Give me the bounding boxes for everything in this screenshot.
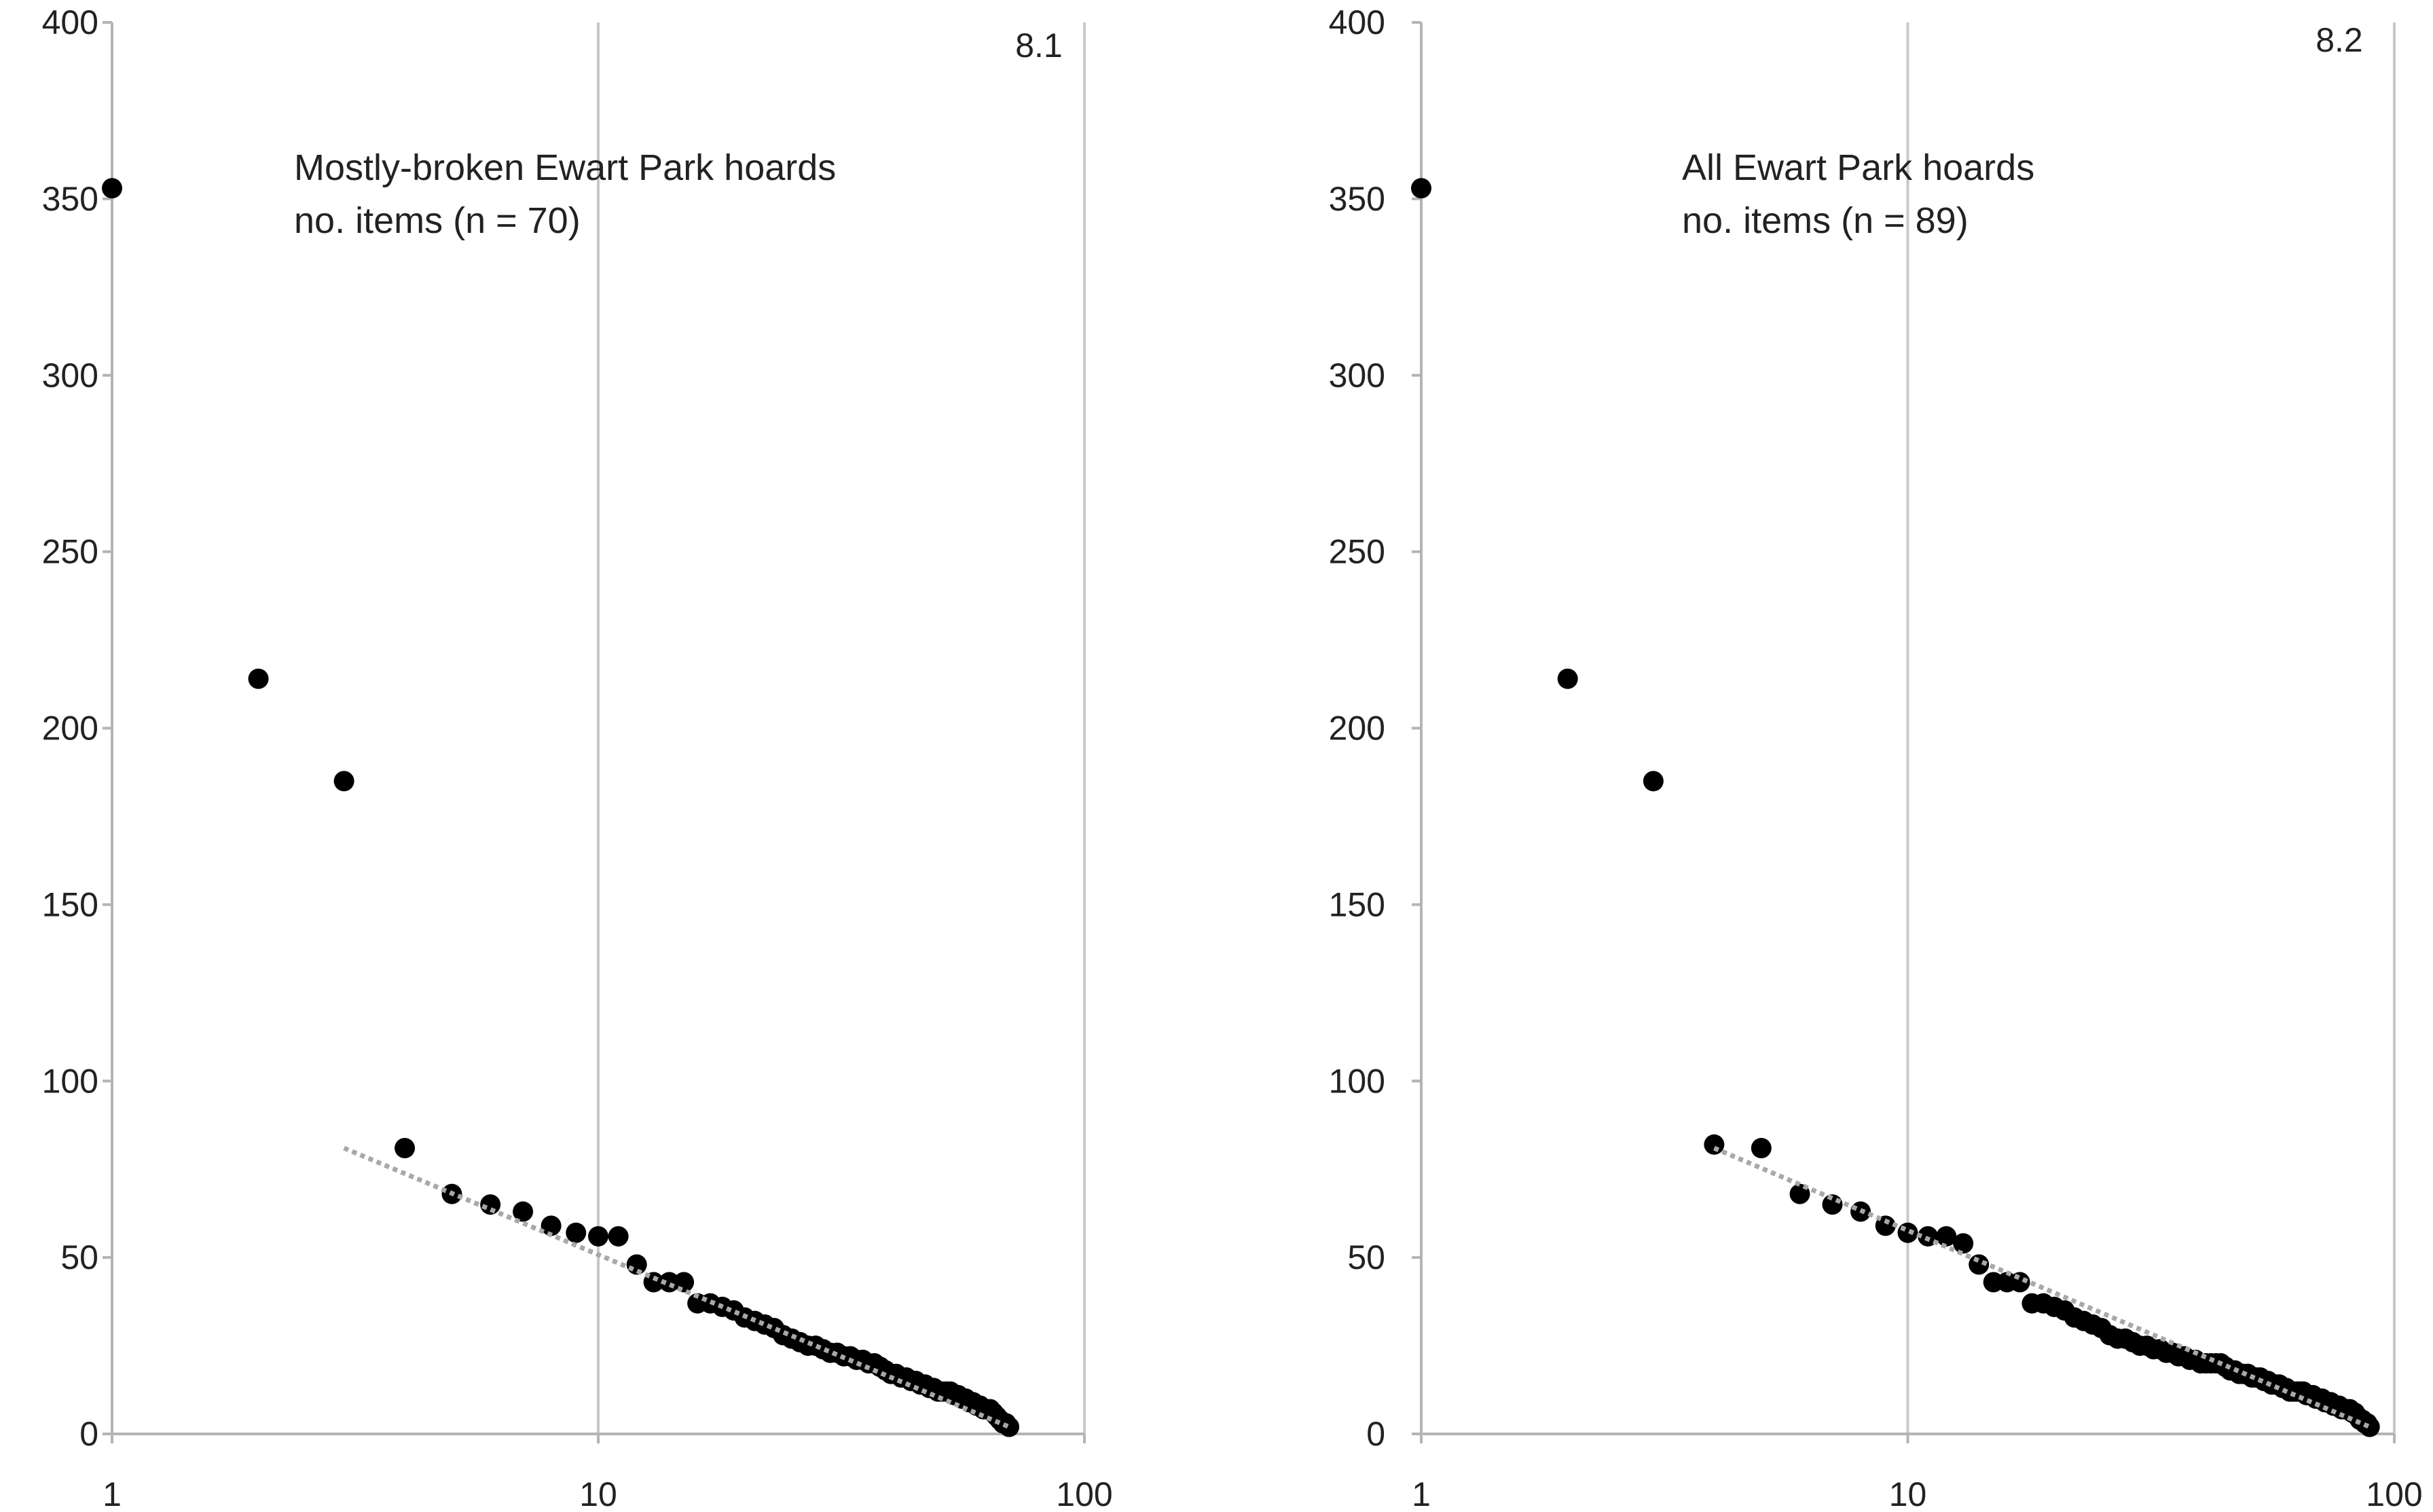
data-point bbox=[1897, 1222, 1918, 1243]
y-tick-label: 300 bbox=[1329, 356, 1385, 394]
data-point bbox=[513, 1201, 534, 1222]
data-point bbox=[1557, 668, 1578, 689]
y-tick-label: 0 bbox=[79, 1415, 98, 1453]
data-point bbox=[659, 1272, 680, 1293]
y-tick-label: 400 bbox=[42, 3, 98, 41]
y-tick-label: 100 bbox=[1329, 1062, 1385, 1100]
data-point bbox=[588, 1225, 608, 1247]
y-tick-label: 250 bbox=[1329, 533, 1385, 571]
y-tick-label: 0 bbox=[1366, 1415, 1385, 1453]
data-point bbox=[1751, 1138, 1772, 1159]
y-tick-label: 100 bbox=[42, 1062, 98, 1100]
y-tick-label: 350 bbox=[42, 180, 98, 218]
x-tick-label: 1 bbox=[1412, 1475, 1431, 1512]
y-tick-label: 50 bbox=[1347, 1238, 1385, 1276]
data-point bbox=[999, 1416, 1020, 1437]
panel-label: 8.2 bbox=[2316, 21, 2363, 59]
data-point bbox=[1918, 1225, 1939, 1247]
chart-panel-8.2: 0 50 100 150 200 250 300 350 400 1 10 100 8.2 All Ewa… bbox=[1329, 3, 2423, 1512]
data-point bbox=[674, 1272, 695, 1293]
data-point bbox=[1953, 1233, 1974, 1254]
x-tick-label: 10 bbox=[1889, 1475, 1927, 1512]
data-point bbox=[1643, 771, 1664, 792]
x-tick-label: 10 bbox=[579, 1475, 617, 1512]
data-point bbox=[608, 1225, 629, 1247]
y-tick-label: 400 bbox=[1329, 3, 1385, 41]
data-point bbox=[102, 178, 122, 199]
chart-panel-8.1: 0 50 100 150 200 250 300 350 400 1 10 100 8.1 Mostly-… bbox=[42, 3, 1113, 1512]
data-point bbox=[1875, 1215, 1896, 1236]
y-tick-label: 300 bbox=[42, 356, 98, 394]
y-tick-label: 200 bbox=[1329, 709, 1385, 748]
data-point bbox=[566, 1222, 587, 1243]
annotation-line: no. items (n = 89) bbox=[1682, 200, 1969, 241]
data-point bbox=[1411, 178, 1431, 199]
y-tick-label: 200 bbox=[42, 709, 98, 748]
data-point bbox=[1936, 1225, 1957, 1247]
annotation-line: no. items (n = 70) bbox=[294, 200, 581, 241]
annotation-line: All Ewart Park hoards bbox=[1682, 147, 2034, 188]
data-point bbox=[541, 1215, 562, 1236]
y-tick-label: 250 bbox=[42, 533, 98, 571]
data-point bbox=[1704, 1134, 1725, 1155]
data-point bbox=[2359, 1416, 2380, 1437]
data-point bbox=[248, 668, 269, 689]
y-tick-label: 350 bbox=[1329, 180, 1385, 218]
trendline bbox=[1713, 1145, 2371, 1429]
x-tick-label: 100 bbox=[1056, 1475, 1112, 1512]
y-tick-label: 150 bbox=[42, 885, 98, 923]
x-tick-label: 1 bbox=[103, 1475, 122, 1512]
y-tick-label: 50 bbox=[60, 1238, 98, 1276]
data-point bbox=[2009, 1272, 2030, 1293]
data-point bbox=[333, 771, 354, 792]
data-point bbox=[626, 1254, 647, 1275]
annotation-line: Mostly-broken Ewart Park hoards bbox=[294, 147, 836, 188]
x-tick-label: 100 bbox=[2366, 1475, 2422, 1512]
panel-label: 8.1 bbox=[1015, 26, 1063, 64]
trendline bbox=[343, 1145, 1010, 1429]
y-tick-label: 150 bbox=[1329, 885, 1385, 923]
data-point bbox=[395, 1138, 416, 1159]
